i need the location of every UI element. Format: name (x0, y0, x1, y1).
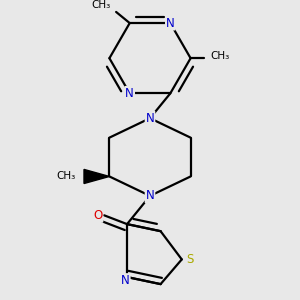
Text: CH₃: CH₃ (210, 52, 229, 61)
Text: N: N (146, 189, 154, 203)
Text: S: S (186, 253, 193, 266)
Text: N: N (125, 87, 134, 100)
Text: CH₃: CH₃ (91, 0, 110, 11)
Text: O: O (93, 209, 102, 222)
Polygon shape (84, 169, 110, 184)
Text: N: N (146, 112, 154, 125)
Text: CH₃: CH₃ (56, 172, 75, 182)
Text: N: N (166, 16, 175, 30)
Text: N: N (121, 274, 130, 287)
